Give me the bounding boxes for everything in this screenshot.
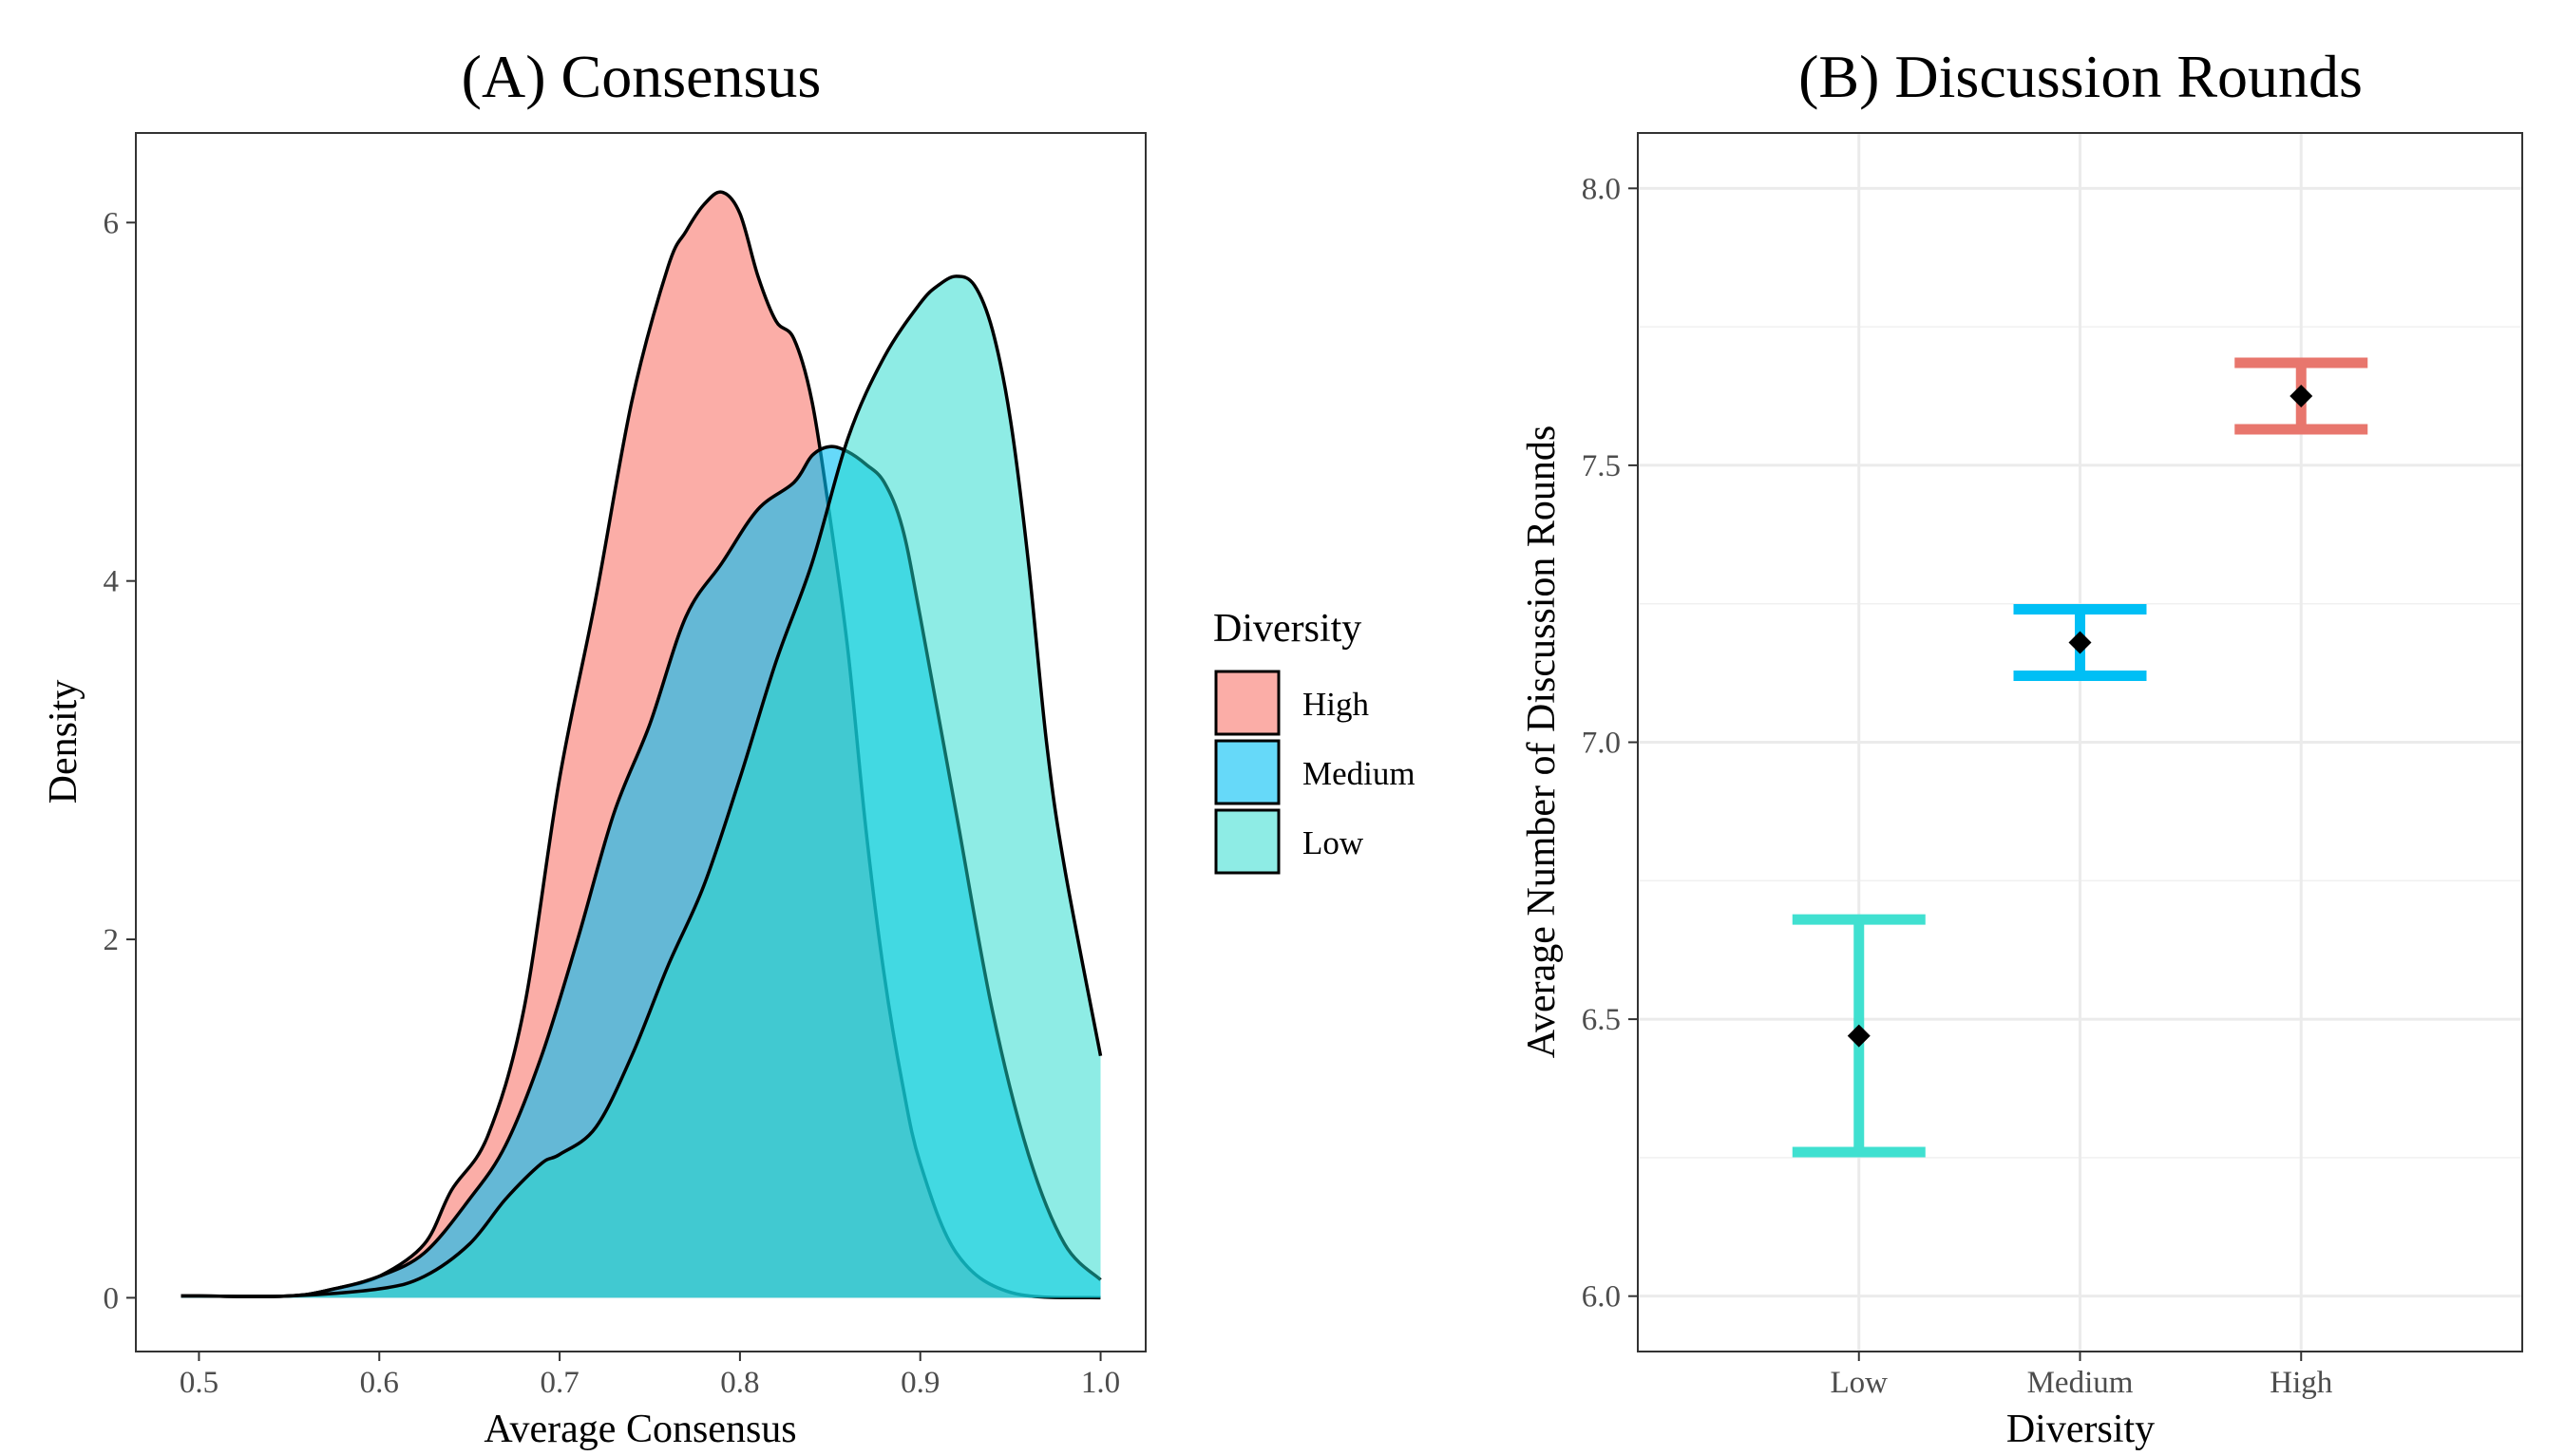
x-tick-label: 0.8 [720,1366,759,1400]
legend-label-high: High [1302,686,1370,723]
x-tick-label: Medium [2027,1366,2134,1400]
x-tick-label: 0.9 [901,1366,940,1400]
panel-a-x-ticks: 0.5 0.6 0.7 0.8 0.9 1.0 [180,1352,1120,1400]
legend-item-high: High [1214,670,1370,736]
panel-a-plot-border [135,132,1147,1352]
panel-a-y-ticks: 0 2 4 6 [104,206,136,1315]
x-tick-label: 0.5 [180,1366,218,1400]
panel-b-grid [1638,133,2522,1352]
legend-label-low: Low [1302,824,1364,861]
panel-b-x-ticks: Low Medium High [1831,1352,2333,1400]
density-area-low [180,275,1101,1298]
legend-key-medium [1214,739,1281,805]
y-tick-label: 7.5 [1582,449,1621,483]
error-bar-medium [2013,604,2147,682]
panel-a-x-axis-title: Average Consensus [484,1408,796,1451]
x-tick-label: High [2270,1366,2333,1400]
mean-point [2290,385,2313,408]
discussion-rounds-chart: (B) Discussion Rounds Low Medium High 6.06… [1520,43,2523,1451]
error-bar-low [1792,914,1926,1158]
panel-b-x-axis-title: Diversity [2006,1408,2155,1451]
legend-item-low: Low [1214,808,1364,875]
panel-b-y-axis-title: Average Number of Discussion Rounds [1520,425,1564,1058]
panel-b-y-ticks: 6.0 6.5 7.0 7.5 8.0 [1582,172,1638,1314]
density-line-low [180,274,1103,1298]
error-bar-high [2234,357,2368,435]
y-tick-label: 6 [104,206,120,240]
legend: Diversity High Medium Low [1213,607,1416,875]
y-tick-label: 4 [104,565,120,599]
x-tick-label: 0.7 [540,1366,579,1400]
y-tick-label: 0 [104,1281,120,1315]
x-tick-label: 0.6 [360,1366,399,1400]
error-bars [1792,357,2368,1158]
panel-b-title: (B) Discussion Rounds [1798,43,2363,110]
mean-point [1847,1024,1871,1048]
legend-key-low [1214,808,1281,875]
panel-a-title: (A) Consensus [462,43,822,110]
consensus-density-chart: (A) Consensus 0.5 0.6 0.7 0.8 0.9 1.0 0 2 4 6 Av… [42,43,1416,1451]
legend-title: Diversity [1213,607,1361,651]
y-tick-label: 2 [104,923,120,957]
y-tick-label: 6.5 [1582,1003,1621,1037]
panel-a-y-axis-title: Density [42,680,86,804]
y-tick-label: 7.0 [1582,727,1621,761]
y-tick-label: 8.0 [1582,172,1621,206]
legend-label-medium: Medium [1302,755,1416,792]
legend-key-high [1214,670,1281,736]
legend-item-medium: Medium [1214,739,1416,805]
mean-point [2068,631,2092,654]
y-tick-label: 6.0 [1582,1280,1621,1314]
x-tick-label: 1.0 [1081,1366,1120,1400]
x-tick-label: Low [1831,1366,1889,1400]
density-curves [180,190,1103,1300]
